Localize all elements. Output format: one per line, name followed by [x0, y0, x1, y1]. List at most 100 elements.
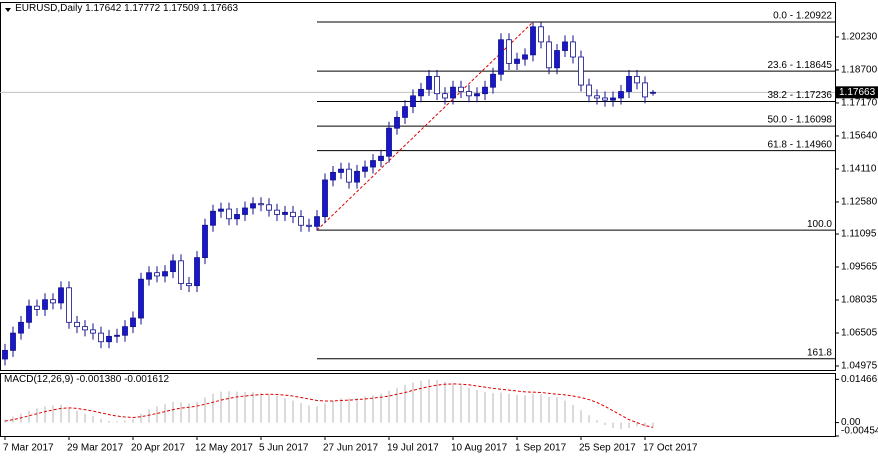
candle-body	[82, 326, 88, 331]
candle-body	[106, 335, 112, 343]
candle-body	[506, 39, 512, 64]
y-tick-label: 1.20230	[841, 32, 878, 43]
candle-body	[218, 208, 224, 212]
candle-body	[338, 168, 344, 173]
candle-body	[458, 86, 464, 92]
x-tick-label: 10 Aug 2017	[451, 443, 508, 454]
candle-body	[226, 208, 232, 220]
price-frame	[0, 2, 836, 371]
candle-body	[250, 203, 256, 209]
candle-body	[178, 260, 184, 284]
macd-header: MACD(12,26,9) -0.001380 -0.001612	[4, 374, 169, 385]
candle-body	[626, 76, 632, 92]
last-high: 1.17772	[124, 3, 161, 14]
current-price-box	[836, 86, 878, 99]
fibo-label: 61.8 - 1.14960	[768, 139, 833, 150]
x-tick-label: 12 May 2017	[195, 443, 253, 454]
candle-body	[98, 332, 104, 343]
candle-body	[242, 207, 248, 215]
candle-body	[642, 82, 648, 98]
candle-body	[378, 155, 384, 161]
candle-body	[210, 210, 216, 226]
candle-body	[58, 287, 64, 304]
candle-body	[474, 93, 480, 97]
y2-tick-label: 0.01466	[841, 374, 878, 385]
candle-body	[610, 97, 616, 101]
candle-body	[170, 260, 176, 273]
candle-body	[258, 203, 264, 206]
candle-body	[114, 334, 120, 337]
y-tick-label: 1.14110	[841, 164, 877, 175]
candle-body	[586, 84, 592, 97]
candle-body	[450, 86, 456, 99]
candle-body	[298, 216, 304, 226]
y-tick-label: 1.04975	[841, 361, 878, 372]
candle-body	[514, 58, 520, 64]
last-open: 1.17642	[85, 3, 122, 14]
candle-body	[602, 97, 608, 101]
x-tick-label: 7 Mar 2017	[3, 443, 54, 454]
y2-tick-label: -0.004545	[841, 426, 878, 437]
candle-body	[314, 216, 320, 227]
y-tick-label: 1.18700	[841, 65, 878, 76]
x-tick-label: 29 Mar 2017	[67, 443, 124, 454]
candle-body	[290, 211, 296, 218]
y-tick-label: 1.09565	[841, 262, 878, 273]
fibo-label: 0.0 - 1.20922	[773, 11, 832, 22]
candle-body	[546, 41, 552, 69]
y2-tick-label: 0.00	[841, 417, 861, 428]
candle-body	[266, 204, 272, 211]
candle-body	[322, 179, 328, 218]
candle-body	[330, 172, 336, 181]
macd-value: -0.001380	[76, 374, 122, 385]
candle-body	[634, 76, 640, 84]
candle-body	[530, 26, 536, 56]
candle-body	[562, 41, 568, 51]
macd-name: MACD(12,26,9)	[4, 374, 74, 385]
symbol-arrow	[5, 8, 11, 12]
candle-body	[122, 326, 128, 336]
candle-body	[466, 91, 472, 97]
x-tick-label: 27 Jun 2017	[323, 443, 378, 454]
candle-body	[306, 224, 312, 227]
candle-body	[554, 50, 560, 69]
candle-body	[202, 224, 208, 259]
x-tick-label: 25 Sep 2017	[579, 443, 636, 454]
candle-body	[282, 211, 288, 215]
chart-header: EURUSD,Daily 1.17642 1.17772 1.17509 1.1…	[4, 3, 238, 14]
candle-body	[618, 91, 624, 99]
candle-body	[42, 299, 48, 310]
candle-body	[522, 54, 528, 60]
x-tick-label: 1 Sep 2017	[515, 443, 567, 454]
candle-body	[186, 283, 192, 287]
candle-body	[426, 76, 432, 90]
candle-body	[234, 214, 240, 220]
candle-body	[394, 117, 400, 129]
candle-body	[650, 91, 656, 94]
candle-body	[434, 76, 440, 95]
candle-body	[354, 170, 360, 183]
candle-body	[570, 41, 576, 58]
fibo-label: 50.0 - 1.16098	[768, 115, 833, 126]
fibo-label: 161.8	[807, 347, 832, 358]
candle-body	[594, 95, 600, 99]
y-tick-label: 1.12580	[841, 197, 878, 208]
x-tick-label: 17 Oct 2017	[643, 443, 698, 454]
candle-body	[2, 349, 8, 360]
candle-body	[34, 305, 40, 310]
x-tick-label: 20 Apr 2017	[131, 443, 185, 454]
candle-body	[138, 278, 144, 319]
candle-body	[194, 257, 200, 287]
candle-body	[410, 95, 416, 108]
candle-body	[490, 73, 496, 88]
y-tick-label: 1.06505	[841, 328, 878, 339]
symbol: EURUSD,Daily	[15, 3, 83, 14]
candle-body	[578, 56, 584, 86]
macd-frame	[0, 373, 836, 437]
y-tick-label: 1.11095	[841, 229, 877, 240]
candle-body	[386, 127, 392, 157]
y-tick-label: 1.15640	[841, 131, 878, 142]
last-low: 1.17509	[163, 3, 200, 14]
candle-body	[130, 317, 136, 328]
